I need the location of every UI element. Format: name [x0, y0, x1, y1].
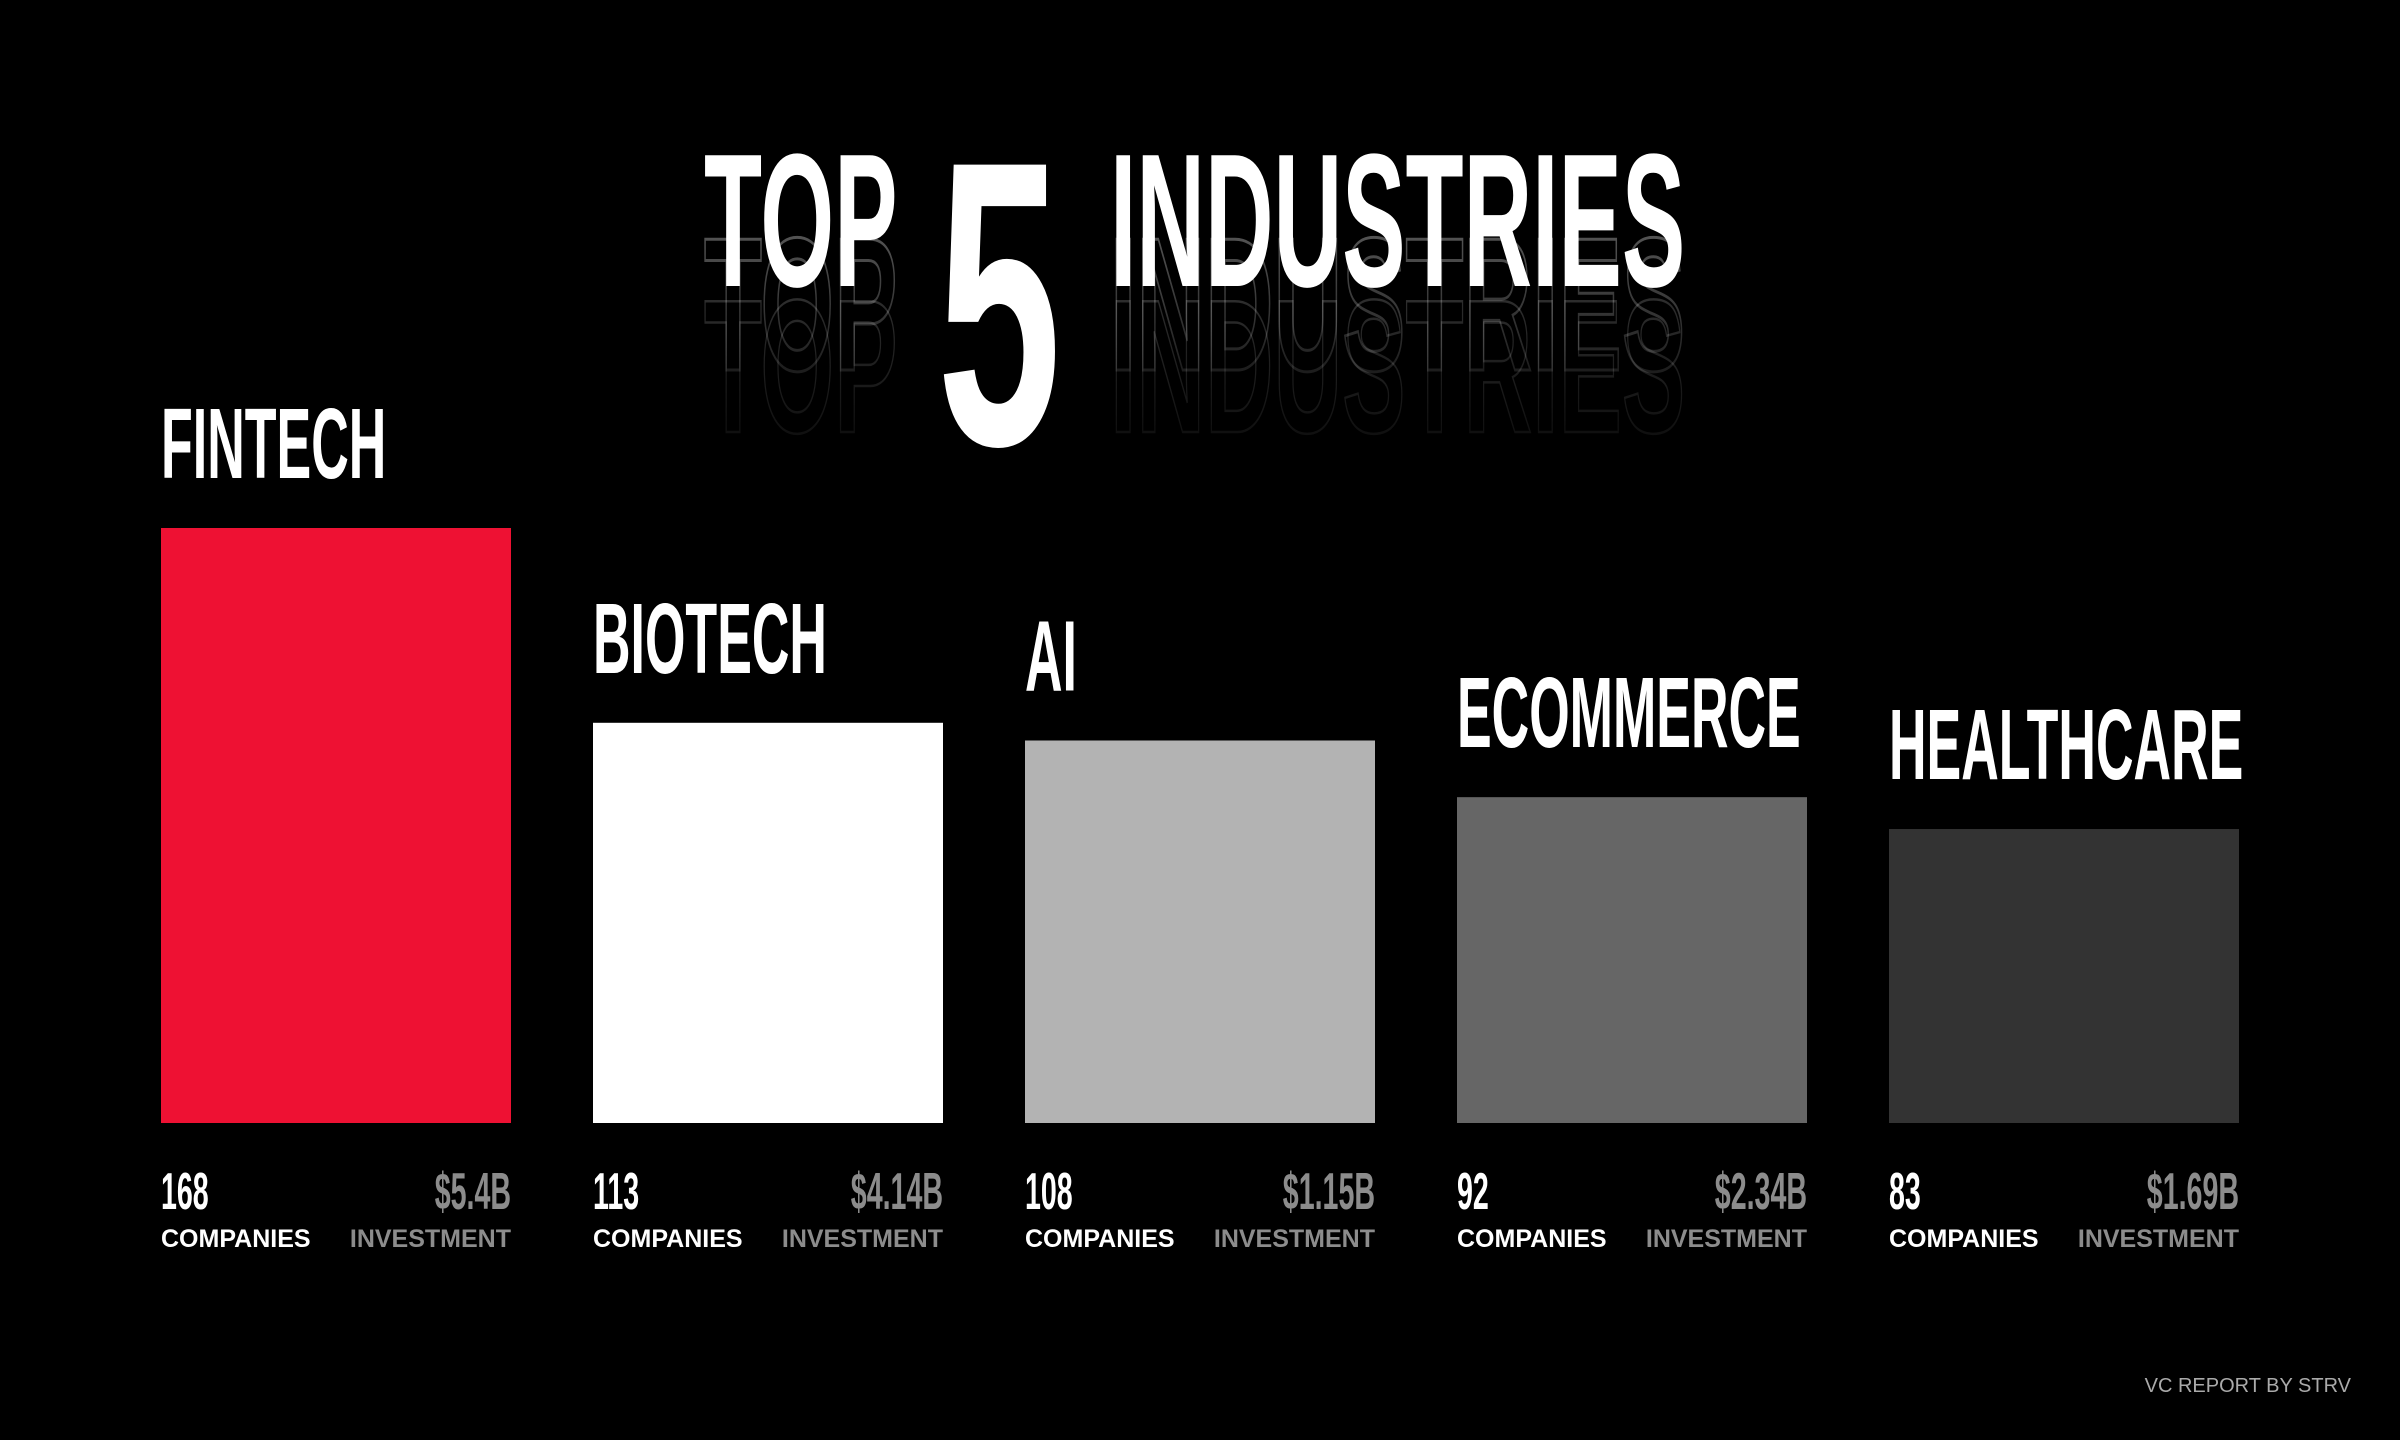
chart-title: INDUSTRIES [1110, 114, 1685, 327]
companies-value: 168 [161, 1162, 209, 1220]
investment-value: $5.4B [435, 1162, 511, 1220]
category-label: ECOMMERCE [1457, 657, 1801, 769]
footer: VC REPORT BY STRV [2145, 1375, 2352, 1397]
title-echo: TOP [704, 198, 898, 411]
companies-label: COMPANIES [1889, 1225, 2039, 1253]
category-label: BIOTECH [593, 582, 827, 694]
investment-label: INVESTMENT [782, 1225, 943, 1253]
companies-label: COMPANIES [1457, 1225, 1607, 1253]
bar [1025, 740, 1375, 1123]
investment-value: $4.14B [851, 1162, 943, 1220]
bar [161, 528, 511, 1123]
investment-label: INVESTMENT [1214, 1225, 1375, 1253]
companies-label: COMPANIES [593, 1225, 743, 1253]
bar [593, 722, 943, 1123]
investment-label: INVESTMENT [2078, 1225, 2239, 1253]
category-label: HEALTHCARE [1889, 689, 2243, 801]
companies-label: COMPANIES [1025, 1225, 1175, 1253]
investment-value: $2.34B [1715, 1162, 1807, 1220]
category-label: FINTECH [161, 388, 386, 500]
investment-value: $1.15B [1283, 1162, 1375, 1220]
investment-label: INVESTMENT [350, 1225, 511, 1253]
bar [1457, 797, 1807, 1123]
investment-label: INVESTMENT [1646, 1225, 1807, 1253]
title-echo: INDUSTRIES [1110, 260, 1685, 473]
investment-value: $1.69B [2147, 1162, 2239, 1220]
companies-value: 108 [1025, 1162, 1073, 1220]
title-echo: INDUSTRIES [1110, 198, 1685, 411]
companies-value: 83 [1889, 1162, 1921, 1220]
companies-value: 92 [1457, 1162, 1489, 1220]
category-label: AI [1025, 600, 1077, 712]
chart-title-number: 5 [937, 77, 1061, 531]
chart-title: TOP [704, 114, 898, 327]
companies-value: 113 [593, 1162, 639, 1220]
bar [1889, 829, 2239, 1123]
companies-label: COMPANIES [161, 1225, 311, 1253]
title-echo: TOP [704, 260, 898, 473]
